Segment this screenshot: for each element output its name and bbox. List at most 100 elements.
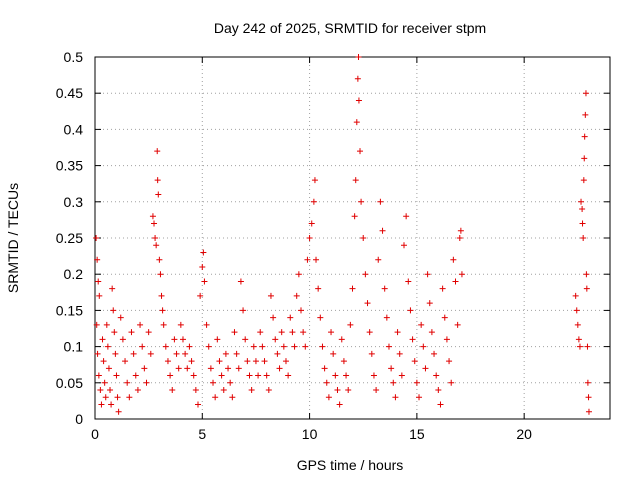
data-point [428, 329, 435, 336]
data-point [422, 365, 429, 372]
data-point [458, 271, 465, 278]
data-point [379, 227, 386, 234]
data-point [443, 336, 450, 343]
grid [95, 57, 610, 419]
data-point [94, 256, 101, 263]
data-point [573, 307, 580, 314]
data-point [576, 343, 583, 350]
x-tick-labels: 0 5 10 15 20 [91, 426, 532, 442]
data-point [188, 358, 195, 365]
data-point [210, 379, 217, 386]
data-point [407, 307, 414, 314]
data-point [313, 256, 320, 263]
data-point [93, 321, 100, 328]
data-point [306, 235, 313, 241]
data-point [302, 343, 309, 350]
data-point [235, 365, 242, 372]
data-point [583, 285, 590, 292]
data-point [175, 365, 182, 372]
data-point [289, 329, 296, 336]
data-point [370, 372, 377, 379]
data-point [291, 343, 298, 350]
data-point [201, 278, 208, 285]
data-point [388, 365, 395, 372]
data-point [184, 365, 191, 372]
data-point [197, 292, 204, 299]
data-point [355, 54, 362, 60]
data-point [452, 278, 459, 285]
data-point [107, 387, 114, 394]
data-point [130, 350, 137, 357]
data-point [126, 394, 133, 401]
data-point [259, 343, 266, 350]
y-tick-label: 0.15 [56, 302, 83, 318]
data-point [439, 285, 446, 292]
data-point [157, 271, 164, 278]
data-point [411, 358, 418, 365]
data-point [244, 358, 251, 365]
data-point [330, 350, 337, 357]
data-point [437, 401, 444, 408]
data-point [390, 379, 397, 386]
data-point [190, 372, 197, 379]
data-point [584, 343, 591, 350]
data-point [111, 329, 118, 336]
data-point [98, 401, 105, 408]
data-point [582, 90, 589, 97]
x-tick-label: 5 [198, 426, 206, 442]
data-point [212, 394, 219, 401]
data-point [156, 256, 163, 263]
data-point [360, 235, 367, 241]
data-point [396, 350, 403, 357]
data-point [276, 365, 283, 372]
data-point [441, 314, 448, 321]
data-point [272, 336, 279, 343]
data-point [132, 372, 139, 379]
data-point [431, 350, 438, 357]
data-point [304, 256, 311, 263]
data-point [328, 329, 335, 336]
data-point [139, 343, 146, 350]
data-point [450, 256, 457, 263]
data-point [261, 358, 268, 365]
data-point [435, 387, 442, 394]
data-point [110, 307, 117, 314]
data-point [579, 206, 586, 213]
x-tick-label: 20 [516, 426, 532, 442]
data-point [173, 350, 180, 357]
data-point [227, 379, 234, 386]
data-point [398, 372, 405, 379]
data-point [420, 343, 427, 350]
data-point [456, 235, 463, 241]
data-point [200, 249, 207, 256]
data-point [153, 242, 160, 249]
data-point [433, 372, 440, 379]
data-point [114, 394, 121, 401]
data-point [351, 213, 358, 220]
data-point [362, 271, 369, 278]
data-point [317, 314, 324, 321]
data-point [128, 329, 135, 336]
data-point [377, 198, 384, 205]
data-point [375, 256, 382, 263]
y-tick-label: 0.35 [56, 158, 83, 174]
y-tick-label: 0.05 [56, 375, 83, 391]
data-point [334, 387, 341, 394]
data-point [159, 307, 166, 314]
data-point [154, 177, 161, 184]
data-point [585, 394, 592, 401]
data-point [338, 336, 345, 343]
data-point [151, 220, 158, 227]
data-point [311, 177, 318, 184]
data-point [578, 198, 585, 205]
data-point [354, 75, 361, 82]
data-point [355, 97, 362, 104]
data-point [137, 321, 144, 328]
data-point [321, 365, 328, 372]
data-point [99, 336, 106, 343]
data-point [349, 285, 356, 292]
data-point [357, 148, 364, 155]
data-point [231, 329, 238, 336]
data-point [105, 365, 112, 372]
data-point [97, 387, 104, 394]
